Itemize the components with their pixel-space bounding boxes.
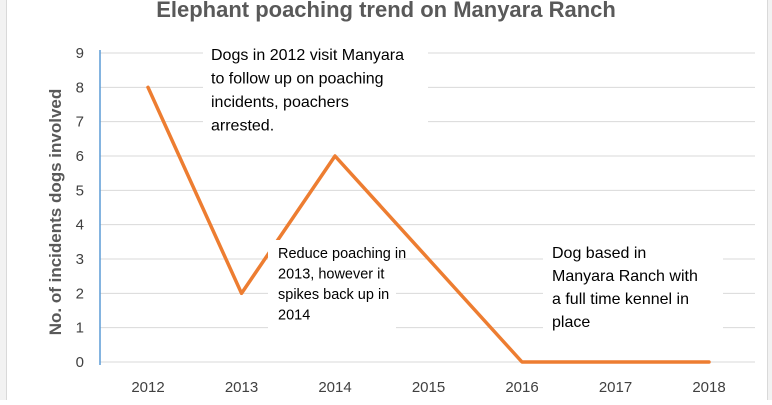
annotation-background <box>268 240 396 336</box>
annotation-text: 2014 <box>278 308 310 324</box>
annotation-box: Reduce poaching in 2013, however it spikes… <box>268 240 406 336</box>
annotation-box: Dogs in 2012 visit Manyara to follow up o… <box>203 42 428 154</box>
y-tick-labels: 0 1 2 3 4 5 6 7 8 9 <box>76 45 84 371</box>
annotation-text: Dog based in <box>552 245 646 262</box>
annotation-text: to follow up on poaching <box>211 71 384 88</box>
x-tick-label: 2015 <box>412 379 445 396</box>
annotation-text: spikes back up in <box>278 287 389 303</box>
series-line <box>146 85 711 364</box>
series-layer <box>146 85 711 364</box>
y-tick-label: 3 <box>76 251 84 268</box>
annotation-background <box>543 240 723 336</box>
y-tick-label: 7 <box>76 114 84 131</box>
annotations: Dogs in 2012 visit Manyara to follow up o… <box>203 42 723 336</box>
chart-title: Elephant poaching trend on Manyara Ranch <box>156 0 616 22</box>
annotation-text: incidents, poachers <box>211 94 349 111</box>
x-tick-label: 2012 <box>131 379 164 396</box>
x-tick-label: 2017 <box>599 379 632 396</box>
y-tick-label: 5 <box>76 182 84 199</box>
x-tick-label: 2016 <box>505 379 538 396</box>
annotation-text: place <box>552 314 590 331</box>
annotation-text: Manyara Ranch with <box>552 268 698 285</box>
annotation-background <box>203 42 428 154</box>
x-tick-label: 2018 <box>692 379 725 396</box>
y-tick-label: 4 <box>76 217 84 234</box>
annotation-text: Dogs in 2012 visit Manyara <box>211 47 404 64</box>
x-tick-labels: 2012 2013 2014 2015 2016 2017 2018 <box>131 379 725 396</box>
annotation-text: arrested. <box>211 118 274 135</box>
x-tick-label: 2014 <box>318 379 351 396</box>
annotation-text: Reduce poaching in <box>278 246 406 262</box>
right-frame-border <box>767 0 772 400</box>
left-frame-border <box>0 0 7 400</box>
y-tick-label: 8 <box>76 79 84 96</box>
annotation-box: Dog based in Manyara Ranch with a full tim… <box>543 240 723 336</box>
y-tick-label: 2 <box>76 285 84 302</box>
y-tick-label: 1 <box>76 320 84 337</box>
y-tick-label: 9 <box>76 45 84 62</box>
annotation-text: a full time kennel in <box>552 291 689 308</box>
y-tick-label: 6 <box>76 148 84 165</box>
y-tick-label: 0 <box>76 354 84 371</box>
x-tick-label: 2013 <box>225 379 258 396</box>
y-axis-label: No. of incidents dogs involved <box>46 89 65 336</box>
annotation-text: 2013, however it <box>278 267 384 283</box>
